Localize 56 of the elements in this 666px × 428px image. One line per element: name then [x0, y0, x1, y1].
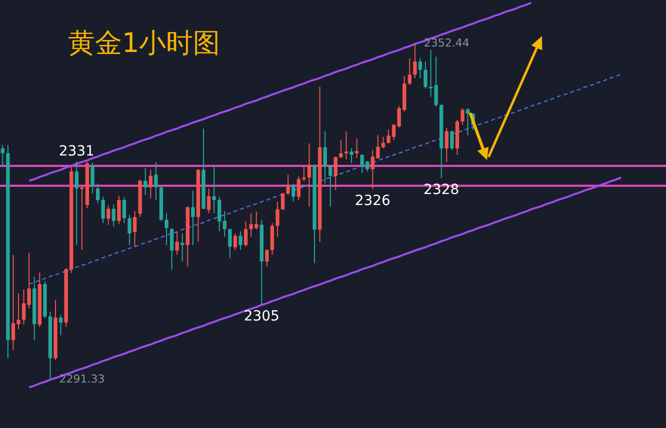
candlestick: [339, 140, 343, 159]
annotation: 2326: [354, 193, 391, 209]
candlestick: [424, 61, 428, 89]
candlestick: [170, 228, 174, 270]
candlestick: [354, 138, 359, 159]
annotation: 2305: [244, 308, 280, 324]
candlestick: [0, 144, 4, 167]
candlestick: [334, 156, 338, 191]
candlestick: [148, 169, 152, 199]
candlestick: [101, 196, 105, 224]
candlestick: [328, 165, 332, 208]
candlestick: [444, 128, 448, 163]
candlestick: [418, 58, 422, 79]
candlestick: [292, 183, 296, 202]
candlestick: [286, 174, 290, 196]
candlestick: [460, 108, 464, 126]
candlestick: [228, 228, 232, 259]
annotation: 2331: [58, 144, 94, 160]
candlestick: [191, 190, 195, 246]
candlestick: [408, 58, 412, 86]
candlestick: [175, 230, 179, 256]
candlestick: [413, 43, 417, 79]
candlestick: [350, 148, 354, 164]
annotation: 2328: [424, 182, 460, 198]
annotation: 2291.33: [59, 372, 105, 386]
candlestick: [218, 196, 222, 232]
candlestick: [323, 130, 327, 184]
candlestick: [244, 220, 248, 248]
candlestick: [265, 248, 269, 267]
candlestick: [164, 212, 168, 246]
candlestick: [296, 176, 300, 200]
candlestick: [280, 192, 285, 210]
candlestick: [212, 165, 216, 214]
candlestick: [122, 196, 126, 224]
candlestick: [206, 188, 211, 214]
candlestick: [307, 142, 312, 208]
text: 黄金1小时图: [68, 28, 220, 59]
candlestick: [222, 210, 226, 238]
candlestick: [276, 201, 280, 238]
candlestick: [238, 230, 242, 250]
candlestick: [106, 204, 110, 226]
candlestick: [96, 183, 100, 204]
candlestick: [450, 130, 454, 150]
candlestick: [132, 210, 137, 248]
annotation: 2352.44: [424, 36, 470, 50]
candlestick: [344, 130, 348, 160]
candlestick: [302, 166, 306, 182]
candlestick: [154, 162, 158, 200]
candlestick: [144, 168, 148, 196]
candlestick: [74, 161, 78, 246]
candlestick: [117, 195, 121, 225]
candlestick: [112, 204, 116, 227]
candlestick: [233, 233, 238, 250]
candlestick: [128, 214, 132, 246]
candlestick: [90, 162, 94, 194]
candlestick: [58, 314, 63, 336]
